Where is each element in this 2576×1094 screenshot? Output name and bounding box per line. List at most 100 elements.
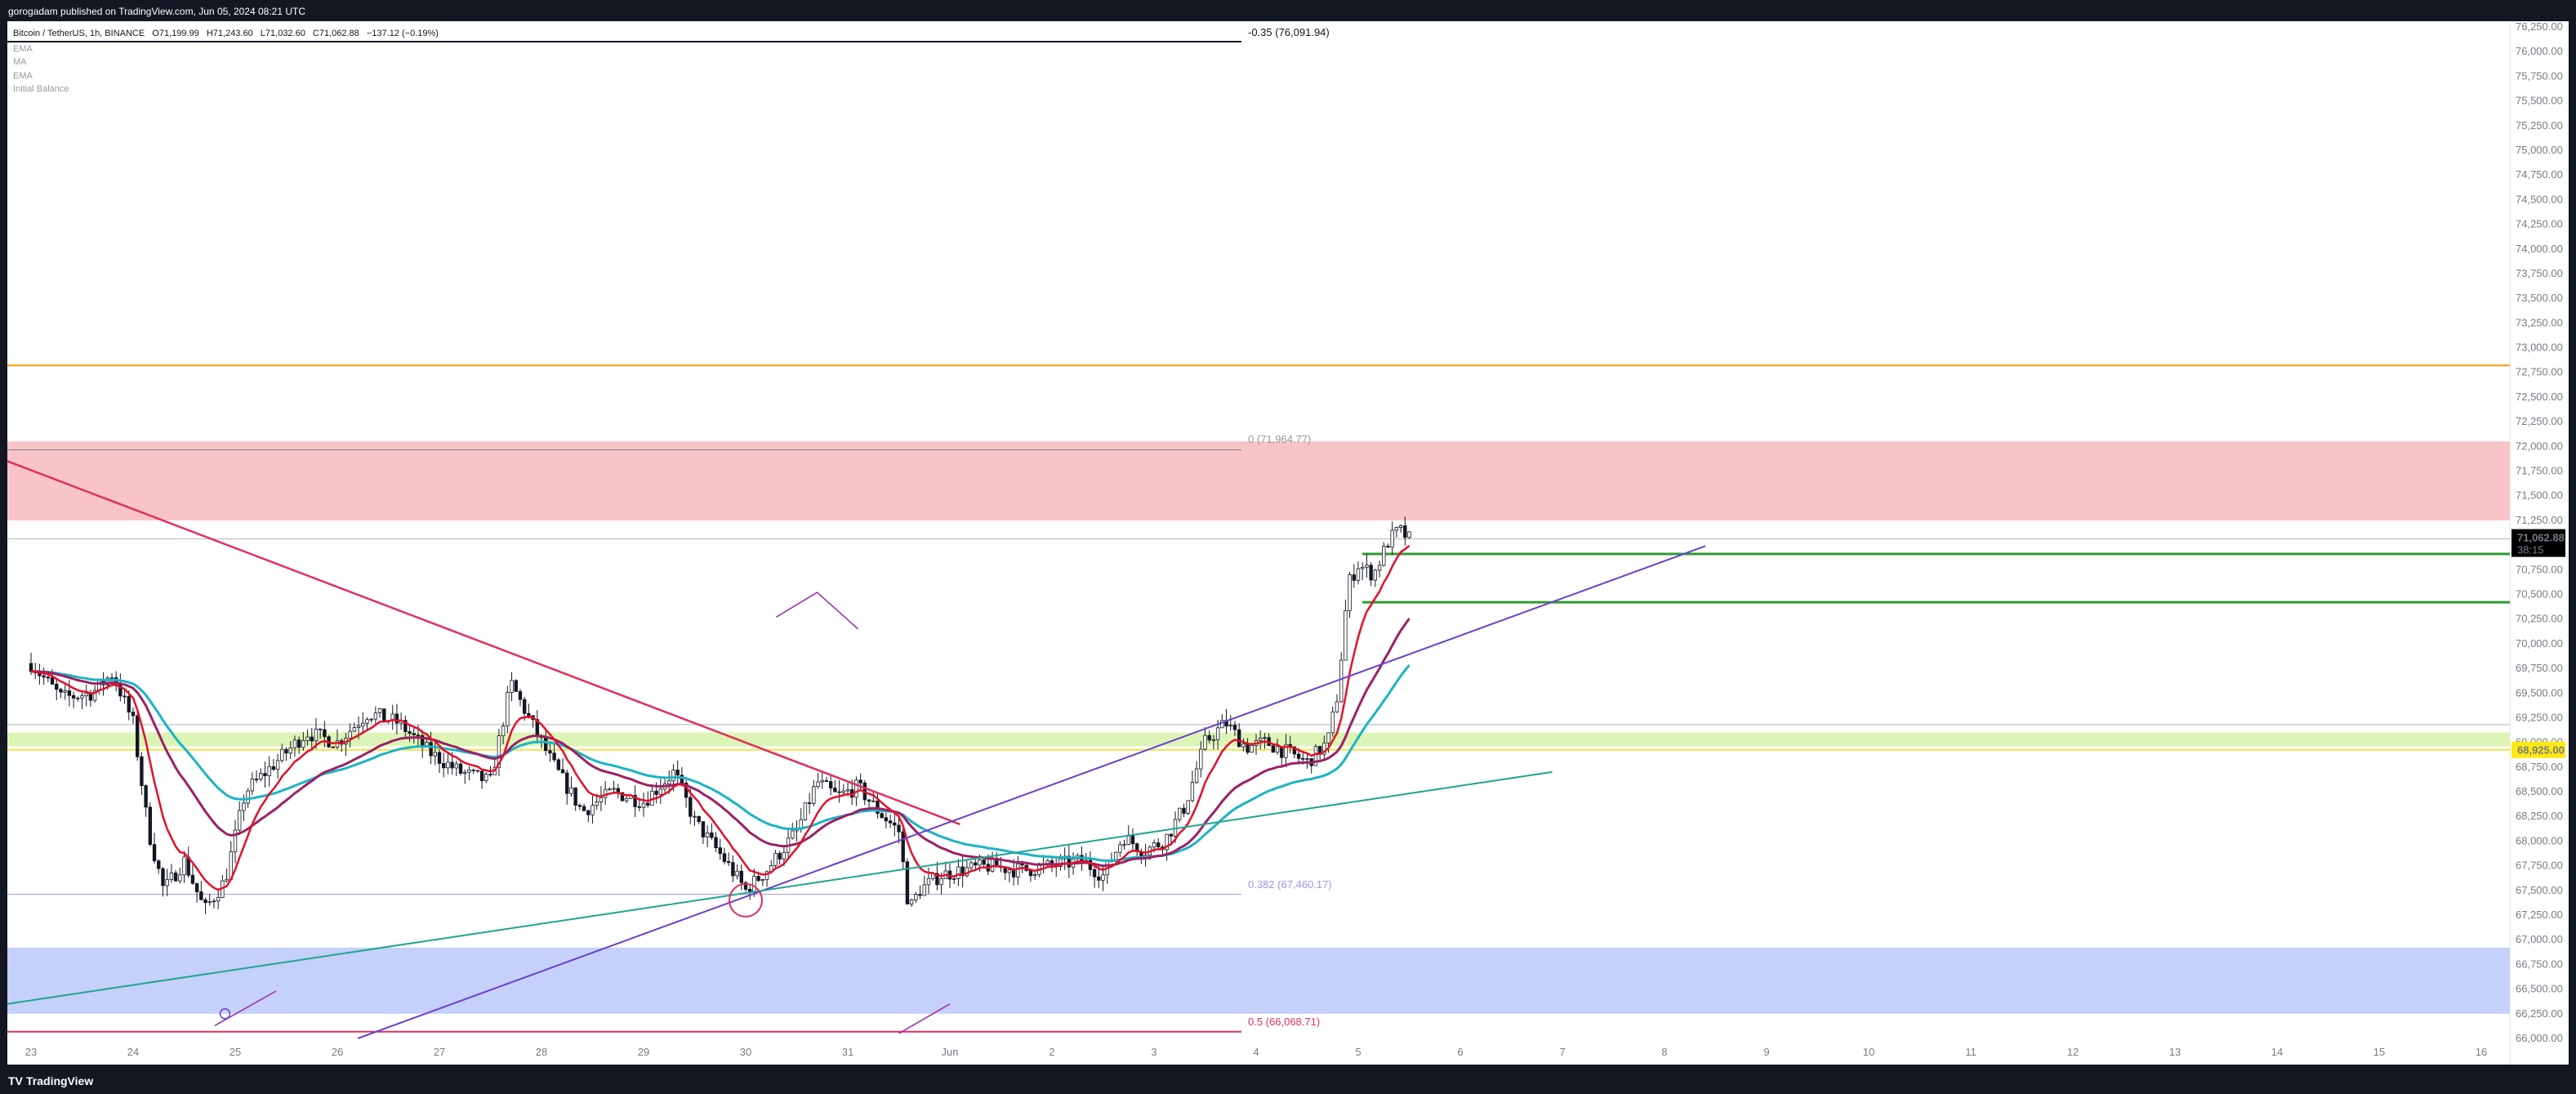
indicator-ma[interactable]: MA xyxy=(13,57,27,67)
x-tick-label: 29 xyxy=(638,1046,649,1058)
trendlines-layer xyxy=(7,460,1706,1039)
indicator-ema-1[interactable]: EMA xyxy=(13,44,33,54)
candle-body xyxy=(752,876,756,893)
y-tick-label: 73,250.00 xyxy=(2516,316,2563,328)
candle-body xyxy=(1305,758,1309,760)
candle-body xyxy=(837,791,841,793)
y-tick-label: 72,500.00 xyxy=(2516,391,2563,403)
candle-body xyxy=(331,746,335,748)
x-tick-label: 9 xyxy=(1763,1046,1769,1058)
legend[interactable]: Bitcoin / TetherUS, 1h, BINANCE O71,199.… xyxy=(13,29,439,94)
candle-body xyxy=(296,739,301,748)
legend-symbol-line: Bitcoin / TetherUS, 1h, BINANCE O71,199.… xyxy=(13,29,439,38)
y-tick-label: 67,750.00 xyxy=(2516,860,2563,872)
candle-body xyxy=(190,874,195,884)
y-tick-label: 76,250.00 xyxy=(2516,20,2563,33)
y-tick-label: 71,500.00 xyxy=(2516,489,2563,502)
y-tick-label: 68,750.00 xyxy=(2516,761,2563,773)
y-tick-label: 75,500.00 xyxy=(2516,95,2563,107)
candle-body xyxy=(880,813,884,819)
x-tick-label: 26 xyxy=(332,1046,343,1058)
y-tick-label: 72,250.00 xyxy=(2516,415,2563,427)
candle-body xyxy=(136,715,140,757)
resistance-zone xyxy=(7,441,2510,520)
candle-body xyxy=(67,690,72,696)
candle-body xyxy=(80,695,84,699)
candle-body xyxy=(275,760,280,770)
candle-body xyxy=(658,788,663,795)
indicator-ema-2[interactable]: EMA xyxy=(13,71,33,81)
candle-body xyxy=(833,788,837,793)
candle-body xyxy=(773,852,778,866)
candle-body xyxy=(497,735,501,768)
candle-body xyxy=(284,748,288,754)
x-tick-label: 3 xyxy=(1151,1046,1157,1058)
candle-body xyxy=(591,805,595,815)
x-tick-label: 25 xyxy=(230,1046,241,1058)
candle-body xyxy=(84,692,88,697)
candle-body xyxy=(952,877,956,880)
y-tick-label: 67,250.00 xyxy=(2516,909,2563,921)
candle-body xyxy=(1241,743,1246,748)
fib-label-half: 0.5 (66,068.71) xyxy=(1248,1016,1320,1028)
candle-body xyxy=(335,740,340,748)
y-tick-label: 73,500.00 xyxy=(2516,292,2563,304)
legend-symbol: Bitcoin / TetherUS, 1h, BINANCE xyxy=(13,29,145,38)
candle-body xyxy=(127,695,131,713)
y-tick-label: 74,500.00 xyxy=(2516,193,2563,205)
candle-body xyxy=(693,815,697,818)
candle-body xyxy=(318,728,323,730)
indicator-initial-balance[interactable]: Initial Balance xyxy=(13,84,69,94)
candle-body xyxy=(429,742,433,757)
candle-body xyxy=(969,862,974,869)
candle-body xyxy=(718,847,722,855)
candle-body xyxy=(365,719,369,724)
candle-body xyxy=(1215,727,1220,740)
candle-body xyxy=(582,806,586,811)
candle-body xyxy=(689,797,693,817)
candle-body xyxy=(105,677,109,685)
candle-body xyxy=(782,851,787,860)
candle-body xyxy=(1211,739,1216,741)
candle-body xyxy=(1011,869,1016,877)
candle-body xyxy=(454,763,459,769)
ema-slow-line xyxy=(30,664,1411,862)
candle-body xyxy=(1339,659,1344,703)
ohlc-low: 71,032.60 xyxy=(265,29,305,38)
annotations-layer xyxy=(214,592,951,1034)
candle-body xyxy=(475,770,480,772)
candle-body xyxy=(1275,746,1280,753)
candle-body xyxy=(157,860,161,869)
candle-body xyxy=(1296,753,1301,759)
brand-name: TradingView xyxy=(26,1074,93,1087)
red-trendline xyxy=(7,460,960,826)
current-price-label: 71,062.88 38:15 xyxy=(2511,529,2565,557)
candle-body xyxy=(641,802,646,808)
candle-body xyxy=(1032,873,1037,877)
candle-body xyxy=(1246,743,1250,753)
candle-body xyxy=(263,773,267,776)
up-arrow-2 xyxy=(898,1003,951,1034)
candle-body xyxy=(544,737,548,752)
y-axis-ticks: 76,250.00 76,000.00 75,750.00 75,500.00 75,2… xyxy=(2516,20,2563,1044)
candle-body xyxy=(760,878,765,882)
candle-body xyxy=(888,820,893,824)
candle-body xyxy=(897,824,901,833)
candle-body xyxy=(764,871,769,880)
candle-body xyxy=(812,786,816,804)
y-tick-label: 68,000.00 xyxy=(2516,834,2563,846)
candle-body xyxy=(1361,566,1365,569)
candle-body xyxy=(595,802,599,806)
candle-body xyxy=(250,779,255,792)
candle-body xyxy=(701,821,706,837)
candle-body xyxy=(412,733,416,735)
y-tick-label: 70,250.00 xyxy=(2516,613,2563,625)
candle-body xyxy=(1194,768,1199,783)
x-tick-label: 14 xyxy=(2271,1046,2283,1058)
candle-body xyxy=(323,729,327,738)
x-tick-label: 13 xyxy=(2169,1046,2181,1058)
candle-body xyxy=(1407,531,1411,538)
y-tick-label: 73,000.00 xyxy=(2516,342,2563,354)
candle-body xyxy=(254,779,259,780)
